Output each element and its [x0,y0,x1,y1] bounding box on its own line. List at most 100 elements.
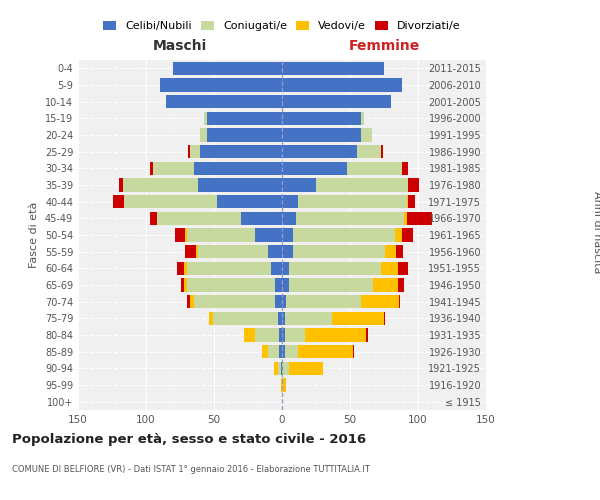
Bar [395,228,401,241]
Bar [271,262,282,275]
Bar [278,312,282,325]
Bar [293,245,385,258]
Bar [282,362,289,375]
Bar [282,312,285,325]
Bar [401,228,413,241]
Bar [113,195,124,208]
Bar [187,295,190,308]
Bar [282,95,391,108]
Bar [282,128,361,141]
Bar [305,328,367,342]
Bar [177,262,184,275]
Bar [409,178,419,192]
Bar [187,262,271,275]
Bar [385,245,396,258]
Bar [200,128,207,141]
Text: Popolazione per età, sesso e stato civile - 2016: Popolazione per età, sesso e stato civil… [12,432,366,446]
Bar [384,312,385,325]
Bar [285,328,305,342]
Bar [262,345,268,358]
Bar [150,212,157,225]
Bar [217,195,282,208]
Bar [205,112,207,125]
Bar [282,245,293,258]
Text: Femmine: Femmine [349,39,419,53]
Bar [407,212,431,225]
Bar [298,195,407,208]
Bar [279,328,282,342]
Bar [268,345,279,358]
Bar [399,295,400,308]
Text: COMUNE DI BELFIORE (VR) - Dati ISTAT 1° gennaio 2016 - Elaborazione TUTTITALIA.I: COMUNE DI BELFIORE (VR) - Dati ISTAT 1° … [12,466,370,474]
Bar [282,278,289,291]
Bar [293,228,395,241]
Bar [286,295,361,308]
Bar [255,328,279,342]
Bar [282,345,285,358]
Bar [285,312,332,325]
Bar [194,295,275,308]
Bar [212,312,278,325]
Bar [194,162,282,175]
Bar [282,112,361,125]
Bar [181,278,184,291]
Y-axis label: Fasce di età: Fasce di età [29,202,39,268]
Bar [173,62,282,75]
Bar [281,362,282,375]
Bar [282,162,347,175]
Bar [197,178,282,192]
Bar [274,362,278,375]
Bar [282,378,283,392]
Bar [398,262,409,275]
Bar [187,228,255,241]
Bar [275,278,282,291]
Bar [282,262,289,275]
Bar [153,162,194,175]
Bar [255,228,282,241]
Bar [196,245,197,258]
Bar [190,145,200,158]
Bar [282,78,401,92]
Bar [373,278,398,291]
Bar [381,145,383,158]
Bar [282,228,293,241]
Legend: Celibi/Nubili, Coniugati/e, Vedovi/e, Divorziati/e: Celibi/Nubili, Coniugati/e, Vedovi/e, Di… [99,16,465,36]
Bar [404,212,407,225]
Bar [160,78,282,92]
Bar [381,262,398,275]
Bar [268,245,282,258]
Bar [200,145,282,158]
Bar [166,95,282,108]
Bar [184,278,187,291]
Bar [285,345,298,358]
Bar [401,162,409,175]
Bar [282,145,357,158]
Bar [207,112,282,125]
Bar [119,178,123,192]
Bar [124,195,217,208]
Bar [197,245,268,258]
Bar [282,195,298,208]
Bar [279,345,282,358]
Bar [347,162,401,175]
Bar [398,278,404,291]
Bar [157,212,241,225]
Text: Anni di nascita: Anni di nascita [592,191,600,274]
Bar [289,262,381,275]
Bar [361,295,399,308]
Bar [282,328,285,342]
Bar [185,228,187,241]
Bar [184,262,187,275]
Bar [367,328,368,342]
Bar [241,212,282,225]
Bar [150,162,153,175]
Bar [289,362,323,375]
Bar [282,295,286,308]
Bar [298,345,353,358]
Bar [316,178,409,192]
Bar [209,312,212,325]
Bar [353,345,354,358]
Bar [275,295,282,308]
Text: Maschi: Maschi [153,39,207,53]
Bar [188,145,190,158]
